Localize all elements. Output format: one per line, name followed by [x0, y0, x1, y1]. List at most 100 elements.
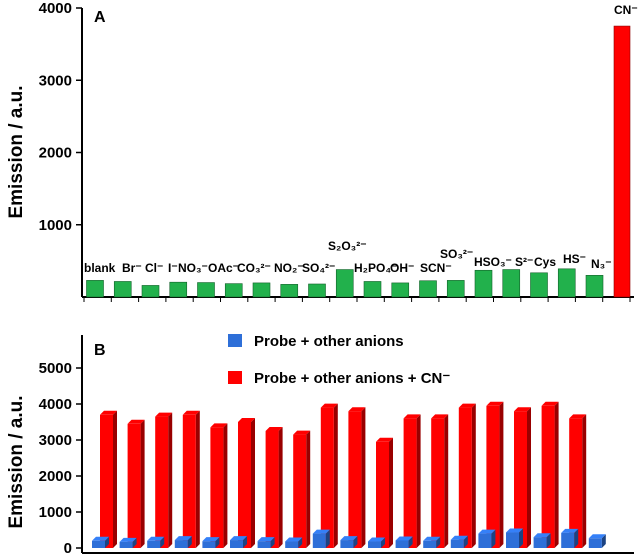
panel-b-bar-probe-side: [298, 537, 303, 548]
panel-b-bar-probe-cn: [376, 437, 393, 548]
panel-b-bar-probe-cn-top: [514, 407, 531, 412]
panel-b-bar-probe: [119, 537, 137, 548]
panel-a-category-label: blank: [84, 261, 116, 275]
panel-b-bar-probe-cn-top: [238, 418, 255, 422]
panel-a-category-label: SO₃²⁻: [440, 247, 473, 261]
panel-b-bar-probe: [423, 536, 441, 548]
panel-b-bar-probe-cn-front: [320, 407, 334, 548]
panel-b-bar-probe-cn-side: [582, 414, 587, 548]
panel-b-bar-probe-cn: [238, 418, 255, 548]
panel-b-bar-probe-cn-front: [403, 418, 417, 548]
panel-b-bar-probe: [395, 536, 413, 548]
panel-b-bar-probe-cn: [210, 423, 228, 548]
panel-b-bar-probe-cn: [486, 401, 504, 548]
panel-b-bar-probe-top: [285, 537, 303, 542]
panel-b-y-axis-label: Emission / a.u.: [6, 395, 27, 528]
panel-b-bar-probe-cn-side: [278, 427, 283, 548]
panel-b-bar-probe-cn-top: [182, 410, 200, 415]
panel-b-bar-probe-front: [506, 532, 519, 548]
panel-b-bar-probe-cn-side: [251, 418, 255, 548]
panel-b-bar-probe-side: [491, 529, 496, 548]
panel-b-bar-probe-front: [450, 539, 464, 548]
panel-b-bar-probe-top: [395, 536, 413, 541]
panel-b-bar-probe-side: [105, 536, 109, 548]
panel-a-label: A: [94, 9, 106, 26]
panel-b-bar-probe-cn-front: [127, 423, 141, 548]
panel-b-bar-probe-top: [533, 533, 551, 538]
panel-b-bar-probe-side: [187, 536, 192, 548]
panel-b-bar-probe-front: [423, 540, 437, 548]
panel-b-bar-probe-side: [215, 537, 220, 548]
panel-a-bar: [363, 281, 382, 298]
panel-b-bar-probe-cn-side: [306, 430, 311, 548]
panel-a-bar: [530, 272, 548, 298]
panel-b-bar-probe-cn-side: [389, 437, 393, 548]
panel-b-bar-probe-cn-top: [569, 414, 587, 419]
panel-b-bar-probe-cn-top: [348, 407, 366, 412]
panel-b-bar-probe-side: [132, 537, 137, 548]
panel-a-category-label: NO₂⁻: [274, 261, 304, 275]
panel-a-y-tick-label: 1000: [39, 217, 72, 234]
panel-b-bar-probe-front: [368, 541, 381, 548]
panel-b-bar-probe-top: [257, 537, 275, 542]
panel-b-bar-probe-top: [202, 537, 220, 542]
panel-a-category-label: HSO₃⁻: [474, 255, 512, 269]
panel-b-bar-probe-cn: [348, 407, 366, 548]
panel-b-bar-probe-cn: [293, 430, 311, 548]
panel-b-bar-probe-top: [174, 536, 192, 541]
panel-b-bar-probe: [285, 537, 303, 548]
panel-b-bar-probe-side: [463, 535, 468, 548]
panel-b-bar-probe-cn-front: [431, 418, 445, 548]
panel-b-bar-probe-cn-side: [168, 412, 173, 548]
panel-b-bar-probe-cn-front: [182, 414, 196, 548]
panel-a-category-label: SCN⁻: [420, 261, 452, 275]
panel-b-bar-probe-cn-top: [210, 423, 228, 428]
panel-b-bar-probe-front: [230, 540, 243, 548]
panel-b-bar-probe-front: [588, 538, 602, 548]
panel-a-bar: [613, 25, 631, 298]
panel-b-bar-probe-top: [119, 537, 137, 542]
legend-label-probe: Probe + other anions: [254, 333, 404, 350]
panel-b-bar-probe-cn-top: [458, 403, 476, 408]
panel-b-bar-probe-front: [174, 540, 188, 548]
panel-b-bar-probe-side: [546, 533, 551, 548]
panel-b-bar-probe-top: [92, 536, 109, 541]
panel-b-bar-probe-cn-side: [527, 407, 531, 548]
panel-b-bar-probe: [312, 529, 330, 548]
panel-a-category-label: SO₄²⁻: [302, 261, 335, 275]
panel-b-bar-probe-cn-side: [223, 423, 228, 548]
panel-a-bar: [86, 280, 104, 298]
panel-a-category-label: H₂PO₄⁻: [354, 261, 397, 275]
panel-b-bar-probe-top: [561, 528, 579, 533]
panel-a-category-label: CN⁻: [614, 3, 638, 17]
panel-b-bar-probe-side: [408, 536, 413, 548]
panel-a-bar: [224, 283, 243, 298]
panel-b-bar-probe-cn: [320, 403, 338, 548]
panel-a-bar: [335, 269, 354, 298]
panel-a-category-label: S²⁻: [515, 255, 533, 269]
panel-b-bar-probe-top: [423, 536, 441, 541]
panel-b-bar-probe-cn-front: [238, 422, 251, 548]
panel-a-category-label: N₃⁻: [591, 257, 612, 271]
panel-b-bar-probe-cn-side: [471, 403, 476, 548]
panel-b-bar-probe-front: [312, 533, 326, 548]
panel-a-bar: [391, 282, 410, 298]
panel-b-bar-probe-cn-front: [514, 411, 527, 548]
panel-b-bar-probe-cn-top: [403, 414, 421, 419]
panel-b-bar-probe-front: [92, 540, 105, 548]
panel-b-y-tick-label: 0: [64, 540, 72, 557]
panel-b-bar-probe: [450, 535, 468, 548]
panel-a-category-label: Cl⁻: [145, 261, 163, 275]
panel-b-bar-probe-top: [230, 536, 247, 541]
panel-a-bar: [446, 280, 465, 298]
panel-b-bar-probe-cn-top: [265, 427, 283, 431]
panel-b-bar-probe: [588, 534, 606, 548]
panel-b-bar-probe-cn-top: [486, 401, 504, 406]
panel-b-bar-probe-cn-side: [195, 410, 200, 548]
panel-b-bar-probe-cn-front: [293, 434, 307, 548]
panel-b-y-tick-label: 4000: [39, 396, 72, 413]
panel-a-bar: [141, 285, 160, 298]
panel-b-bar-probe-cn-front: [155, 416, 169, 548]
panel-b-bar-probe-cn-side: [554, 401, 559, 548]
panel-b-bar-probe: [506, 528, 523, 548]
